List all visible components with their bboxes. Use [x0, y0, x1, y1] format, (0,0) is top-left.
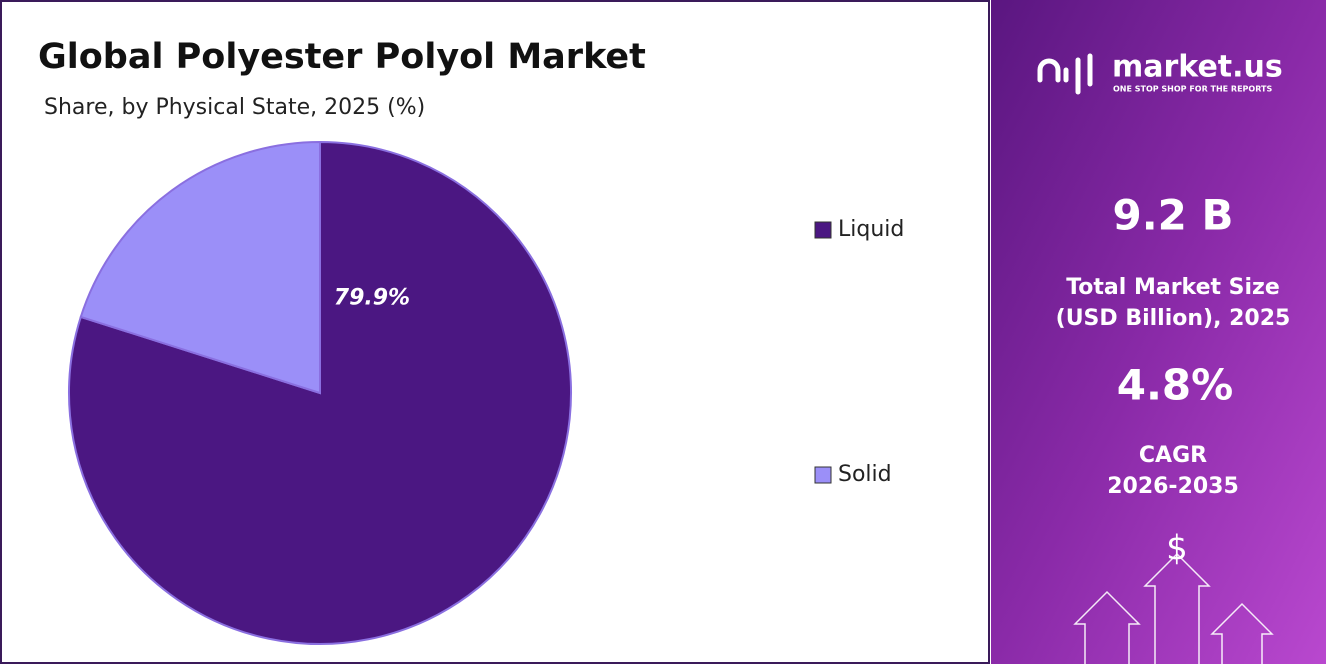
legend: Liquid Solid — [814, 217, 904, 487]
market-size: 9.2 B — [1112, 191, 1233, 240]
cagr-label: 2026-2035 — [1107, 474, 1239, 499]
chart-title: Global Polyester Polyol Market — [38, 37, 646, 77]
legend-label: Liquid — [838, 217, 904, 242]
pie: 79.9% — [68, 140, 572, 645]
market-size-label: Total Market Size — [1066, 275, 1280, 300]
pie-slice — [79, 140, 321, 395]
cagr-label: CAGR — [1139, 443, 1207, 468]
legend-swatch — [814, 221, 832, 239]
cagr-value: 4.8% — [1117, 361, 1233, 410]
arrow-icons — [1073, 552, 1274, 664]
data-label: 79.9% — [334, 285, 410, 310]
side-panel — [991, 0, 1326, 664]
legend-label: Solid — [838, 462, 892, 487]
brand-tagline: ONE STOP SHOP FOR THE REPORTS — [1113, 85, 1272, 94]
brand-name: market.us — [1112, 50, 1283, 85]
brand-logo — [1037, 53, 1093, 95]
chart-subtitle: Share, by Physical State, 2025 (%) — [44, 95, 425, 120]
legend-swatch — [814, 466, 832, 484]
market-size-label: (USD Billion), 2025 — [1056, 306, 1291, 331]
